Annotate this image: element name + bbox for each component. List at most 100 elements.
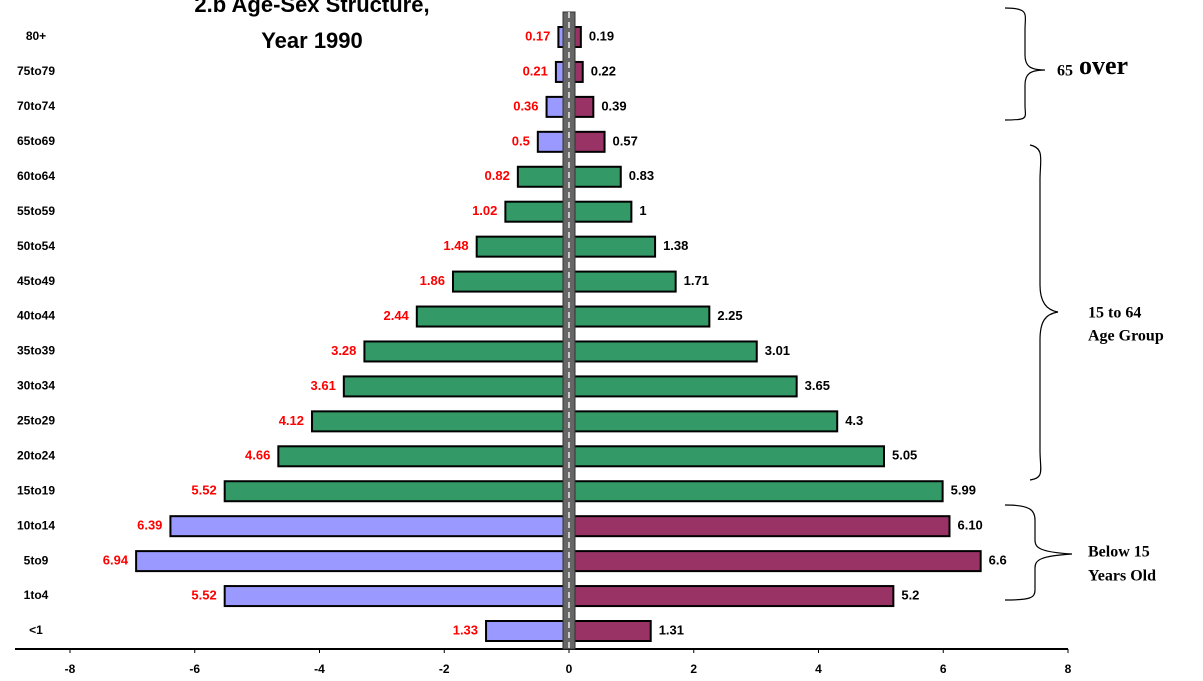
annotation: Years Old: [1088, 568, 1156, 585]
bar: [169, 515, 571, 538]
annotation: 15 to 64: [1088, 305, 1141, 322]
y-tick-label: 1to4: [24, 588, 49, 602]
bar: [135, 550, 570, 573]
y-tick-label: 45to49: [17, 274, 55, 288]
data-label: 6.6: [989, 553, 1007, 568]
y-tick-label: 80+: [26, 29, 46, 43]
data-label: 1.02: [472, 203, 497, 218]
chart-title: 2.b Age-Sex Structure,: [194, 0, 429, 17]
bar: [568, 480, 944, 503]
data-label: 0.36: [513, 98, 538, 113]
y-tick-label: 65to69: [17, 134, 55, 148]
bar: [568, 445, 885, 468]
data-label: 5.99: [951, 483, 976, 498]
y-tick-label: 10to14: [17, 518, 55, 532]
y-tick-label: 40to44: [17, 309, 55, 323]
data-label: 6.39: [137, 518, 162, 533]
annotation: over: [1079, 51, 1128, 80]
data-label: 3.65: [805, 378, 830, 393]
data-label: 1.48: [443, 238, 468, 253]
data-label: 4.66: [245, 448, 270, 463]
bar: [568, 340, 758, 363]
data-label: 0.19: [589, 28, 614, 43]
bar: [415, 305, 570, 328]
data-label: 5.2: [901, 587, 919, 602]
data-label: 0.5: [512, 133, 530, 148]
y-tick-label: 60to64: [17, 169, 55, 183]
data-label: 0.17: [525, 28, 550, 43]
data-label: 6.94: [103, 553, 129, 568]
bar: [475, 235, 570, 258]
data-label: 1.33: [453, 622, 478, 637]
y-tick-label: 70to74: [17, 99, 55, 113]
data-label: 3.01: [765, 343, 790, 358]
data-label: 4.12: [279, 413, 304, 428]
bar: [568, 515, 951, 538]
data-label: 6.10: [957, 518, 982, 533]
bar: [516, 165, 570, 188]
x-tick-label: -6: [189, 662, 200, 676]
x-tick-label: -8: [65, 662, 76, 676]
x-tick-label: 0: [566, 662, 573, 676]
annotation: Below 15: [1088, 544, 1150, 561]
data-label: 4.3: [845, 413, 863, 428]
data-label: 1: [639, 203, 646, 218]
data-label: 3.28: [331, 343, 356, 358]
bar: [568, 270, 677, 293]
y-tick-label: <1: [29, 623, 43, 637]
bar: [568, 620, 652, 642]
data-label: 5.52: [191, 587, 216, 602]
data-label: 0.22: [591, 63, 616, 78]
y-tick-label: 20to24: [17, 448, 55, 462]
y-tick-label: 50to54: [17, 239, 55, 253]
x-tick-label: -2: [439, 662, 450, 676]
annotation: 65: [1057, 63, 1073, 80]
bar: [342, 375, 571, 398]
y-tick-label: 5to9: [24, 553, 49, 567]
annotation: Age Group: [1088, 328, 1164, 345]
data-label: 1.86: [420, 273, 445, 288]
y-tick-label: 55to59: [17, 204, 55, 218]
bar: [223, 480, 570, 503]
x-tick-label: 4: [815, 662, 822, 676]
bar: [568, 235, 657, 258]
data-label: 5.52: [191, 483, 216, 498]
data-label: 0.82: [485, 168, 510, 183]
x-tick-label: 6: [940, 662, 947, 676]
data-label: 0.57: [613, 133, 638, 148]
bar: [277, 445, 570, 468]
bar: [568, 410, 839, 433]
y-tick-label: 15to19: [17, 483, 55, 497]
bar: [504, 200, 571, 223]
bar: [311, 410, 570, 433]
y-tick-label: 25to29: [17, 414, 55, 428]
bar: [568, 305, 711, 328]
y-tick-label: 30to34: [17, 379, 55, 393]
data-label: 1.31: [659, 622, 684, 637]
y-tick-label: 35to39: [17, 344, 55, 358]
data-label: 2.25: [717, 308, 742, 323]
chart-title: Year 1990: [261, 28, 363, 53]
brace: [1004, 504, 1073, 601]
bar: [568, 200, 633, 223]
data-label: 1.38: [663, 238, 688, 253]
y-tick-label: 75to79: [17, 64, 55, 78]
data-label: 0.21: [523, 63, 548, 78]
bar: [223, 585, 570, 608]
data-label: 5.05: [892, 448, 917, 463]
data-label: 1.71: [684, 273, 709, 288]
data-label: 0.39: [601, 98, 626, 113]
x-tick-label: 2: [690, 662, 697, 676]
bar: [485, 620, 571, 642]
brace: [1029, 144, 1059, 481]
data-label: 0.83: [629, 168, 654, 183]
bar: [568, 375, 798, 398]
data-label: 2.44: [383, 308, 409, 323]
bar: [568, 585, 895, 608]
bar: [363, 340, 570, 363]
bar: [568, 165, 622, 188]
brace: [1004, 7, 1046, 121]
data-label: 3.61: [311, 378, 336, 393]
x-tick-label: 8: [1065, 662, 1072, 676]
